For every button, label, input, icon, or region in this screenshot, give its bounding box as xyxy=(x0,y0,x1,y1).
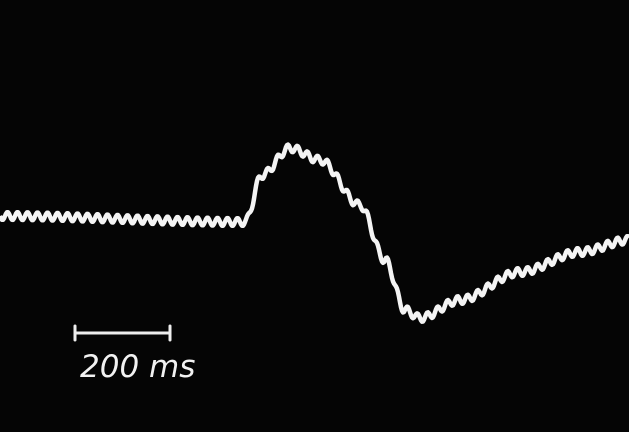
page: 200 ms (() => { const data = JSON.parse(… xyxy=(0,0,629,432)
scale-bar-label: 200 ms xyxy=(80,349,195,385)
oscilloscope-screen: 200 ms xyxy=(0,0,629,432)
